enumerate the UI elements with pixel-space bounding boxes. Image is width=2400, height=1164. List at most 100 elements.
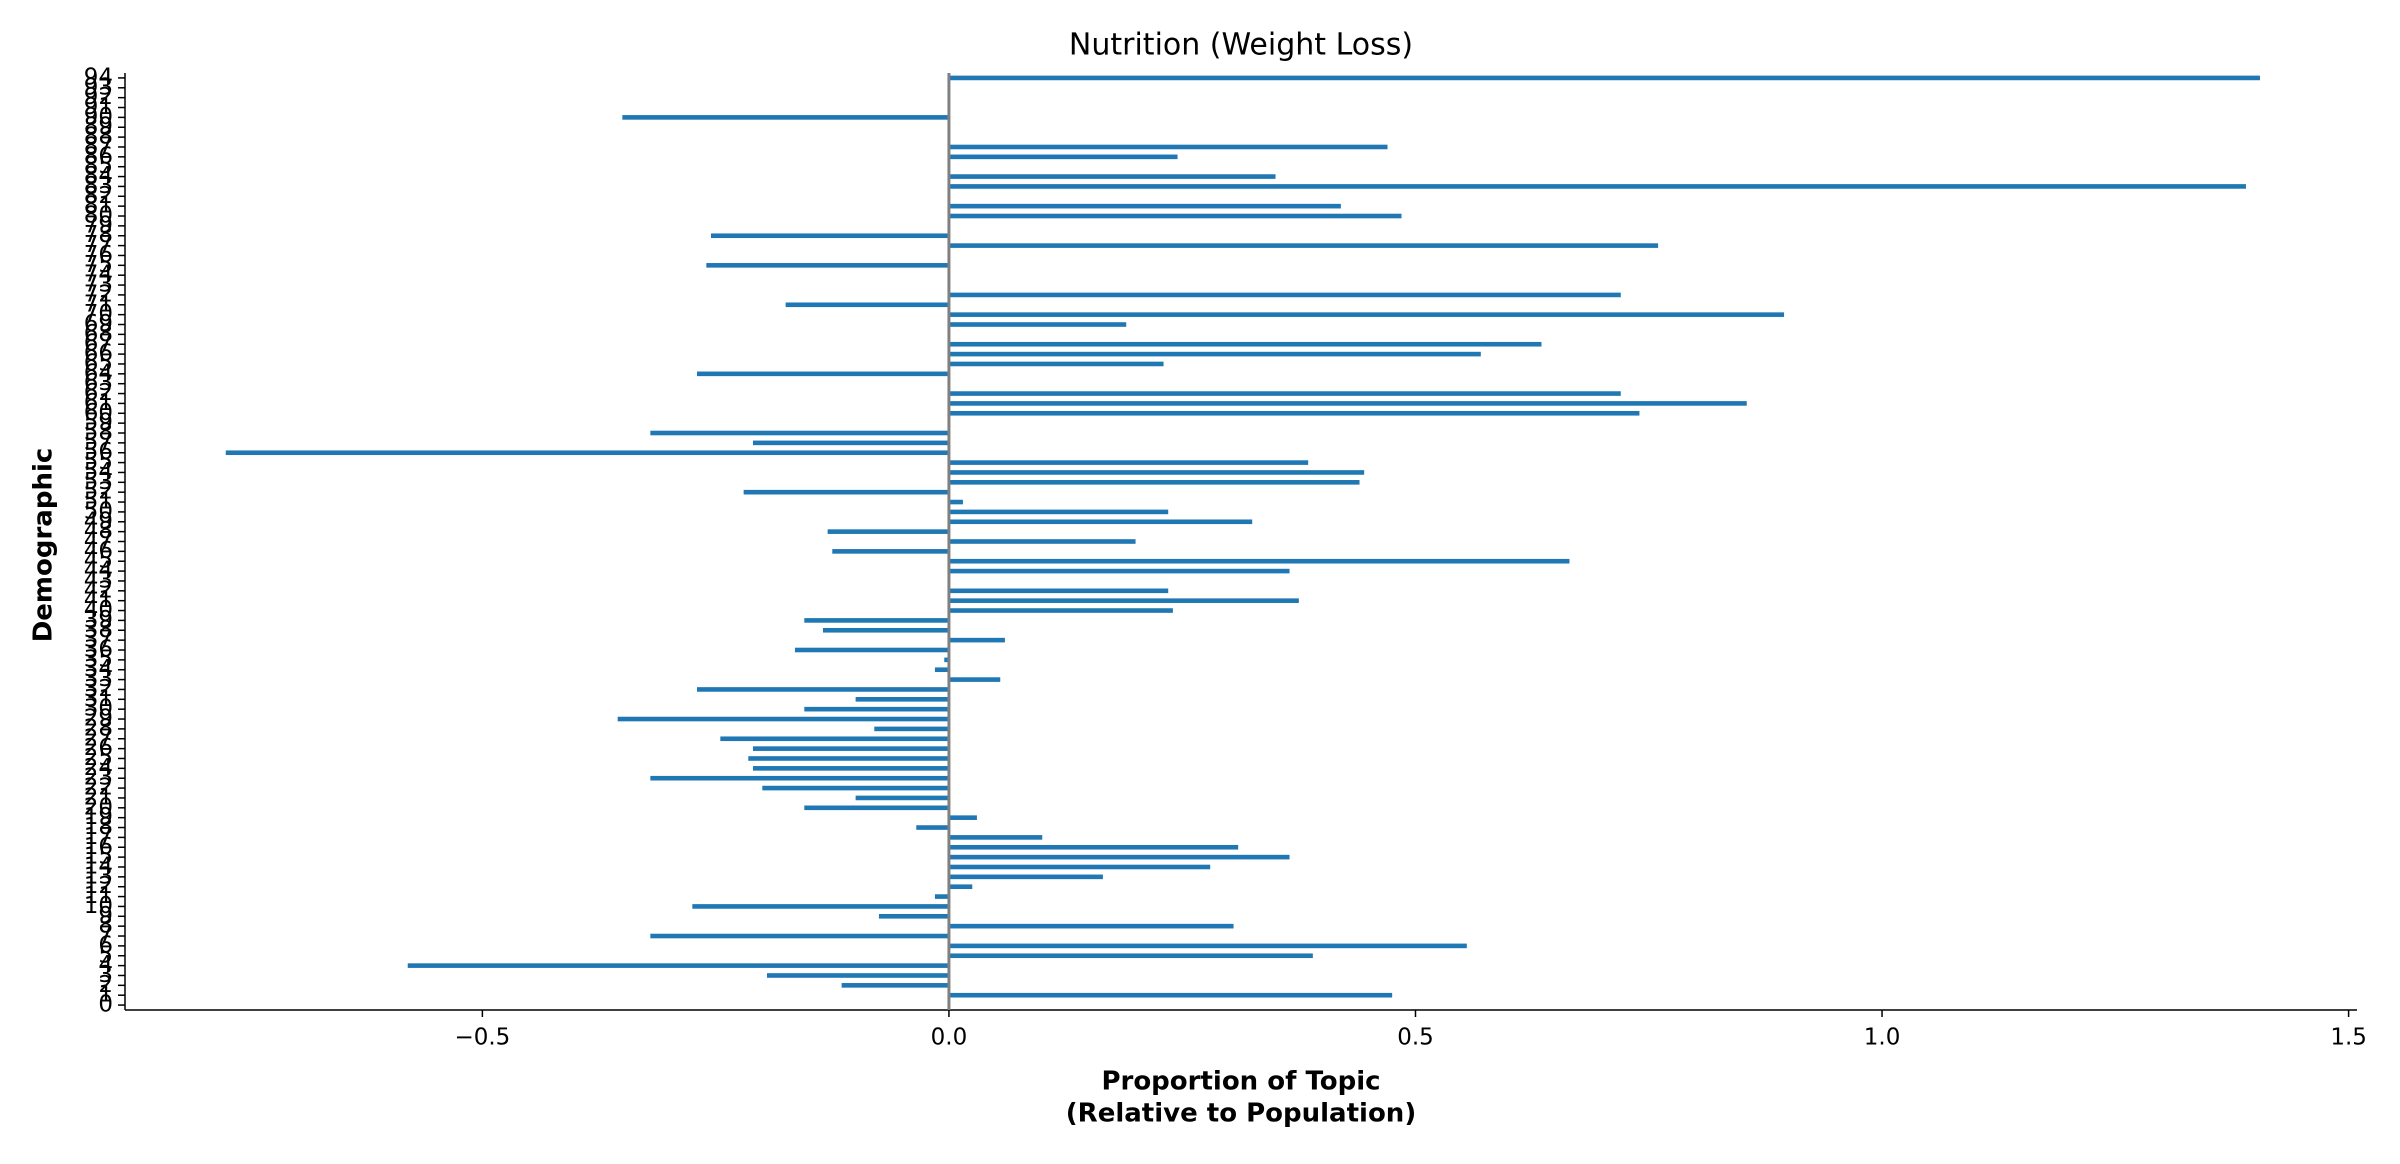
bar — [617, 716, 949, 722]
bar — [948, 213, 1402, 219]
y-tick-label: 69 — [84, 311, 113, 337]
y-tick-label: 37 — [84, 627, 113, 653]
bar — [948, 874, 1103, 880]
x-tick-label: 0.0 — [931, 1025, 968, 1051]
bar — [878, 914, 949, 919]
y-tick-label: 84 — [84, 163, 113, 189]
y-tick-label: 91 — [84, 94, 113, 120]
y-tick-label: 16 — [84, 834, 113, 860]
y-tick-label: 58 — [84, 420, 113, 446]
y-tick-label: 94 — [84, 64, 113, 90]
bar — [948, 835, 1043, 840]
y-tick-label: 93 — [84, 74, 113, 100]
y-tick-label: 10 — [84, 893, 113, 919]
y-tick-label: 45 — [84, 548, 113, 574]
y-tick-label: 34 — [84, 656, 113, 682]
y-tick-label: 92 — [84, 84, 113, 110]
bar — [855, 697, 949, 702]
y-tick-label: 2 — [98, 972, 113, 998]
y-tick-label: 82 — [84, 183, 113, 209]
bar — [948, 558, 1570, 564]
y-tick-label: 64 — [84, 360, 113, 386]
bar — [948, 391, 1621, 396]
y-tick-label: 29 — [84, 706, 113, 732]
bar — [948, 154, 1178, 160]
y-tick-label: 81 — [84, 193, 113, 219]
y-tick-label: 15 — [84, 844, 113, 870]
x-axis-label: (Relative to Population) — [1066, 1099, 1416, 1129]
bar — [743, 489, 949, 495]
y-tick-label: 70 — [84, 301, 113, 327]
y-tick-label: 85 — [84, 153, 113, 179]
y-tick-label: 11 — [84, 883, 113, 909]
y-tick-label: 50 — [84, 498, 113, 524]
bar — [855, 795, 949, 801]
bar — [948, 361, 1164, 367]
y-tick-label: 79 — [84, 212, 113, 238]
y-tick-label: 26 — [84, 735, 113, 761]
bar — [650, 933, 949, 939]
bar — [948, 203, 1341, 209]
y-tick-label: 54 — [84, 459, 113, 485]
y-tick-label: 3 — [98, 962, 113, 988]
bar — [752, 766, 949, 771]
bar — [650, 430, 949, 436]
bar — [948, 341, 1542, 347]
y-tick-label: 88 — [84, 124, 113, 150]
y-tick-label: 40 — [84, 597, 113, 623]
bar — [948, 854, 1290, 860]
y-tick-label: 90 — [84, 104, 113, 130]
bar — [948, 401, 1747, 406]
y-tick-label: 62 — [84, 380, 113, 406]
bar — [948, 470, 1365, 475]
x-axis-label: Proportion of Topic — [1101, 1067, 1380, 1097]
y-tick-label: 75 — [84, 252, 113, 278]
bar — [832, 549, 949, 554]
y-tick-label: 36 — [84, 636, 113, 662]
bar — [948, 499, 963, 505]
bar — [752, 746, 949, 751]
bar — [948, 588, 1169, 594]
y-tick-label: 89 — [84, 114, 113, 140]
bar — [916, 825, 949, 830]
bar — [752, 440, 949, 446]
y-tick-label: 8 — [98, 913, 113, 939]
y-tick-label: 57 — [84, 429, 113, 455]
bar — [948, 174, 1276, 179]
y-tick-label: 35 — [84, 646, 113, 672]
y-tick-label: 83 — [84, 173, 113, 199]
y-tick-label: 21 — [84, 784, 113, 810]
y-tick-label: 28 — [84, 715, 113, 741]
y-tick-label: 22 — [84, 775, 113, 801]
bar — [225, 450, 949, 456]
bar — [948, 519, 1253, 525]
y-tick-label: 46 — [84, 538, 113, 564]
bar — [948, 953, 1313, 959]
y-tick-label: 18 — [84, 814, 113, 840]
x-tick-label: −0.5 — [454, 1025, 510, 1051]
y-tick-label: 76 — [84, 242, 113, 268]
x-tick-label: 1.5 — [2330, 1025, 2367, 1051]
bar — [948, 410, 1640, 416]
y-tick-label: 5 — [98, 942, 113, 968]
bar — [948, 144, 1388, 150]
y-axis-label: Demographic — [29, 448, 59, 643]
y-tick-label: 42 — [84, 577, 113, 603]
bar — [822, 627, 949, 633]
y-tick-label: 47 — [84, 528, 113, 554]
bar — [934, 667, 949, 673]
bar — [948, 509, 1169, 515]
bar — [948, 923, 1234, 929]
y-tick-label: 4 — [98, 952, 113, 978]
y-tick-label: 71 — [84, 291, 113, 317]
y-tick-label: 72 — [84, 281, 113, 307]
bar — [804, 805, 949, 811]
y-tick-label: 61 — [84, 390, 113, 416]
bar — [874, 726, 949, 732]
bar — [948, 598, 1299, 603]
y-tick-label: 27 — [84, 725, 113, 751]
y-tick-label: 32 — [84, 676, 113, 702]
y-tick-label: 52 — [84, 479, 113, 505]
bar — [804, 706, 949, 712]
y-tick-label: 49 — [84, 508, 113, 534]
